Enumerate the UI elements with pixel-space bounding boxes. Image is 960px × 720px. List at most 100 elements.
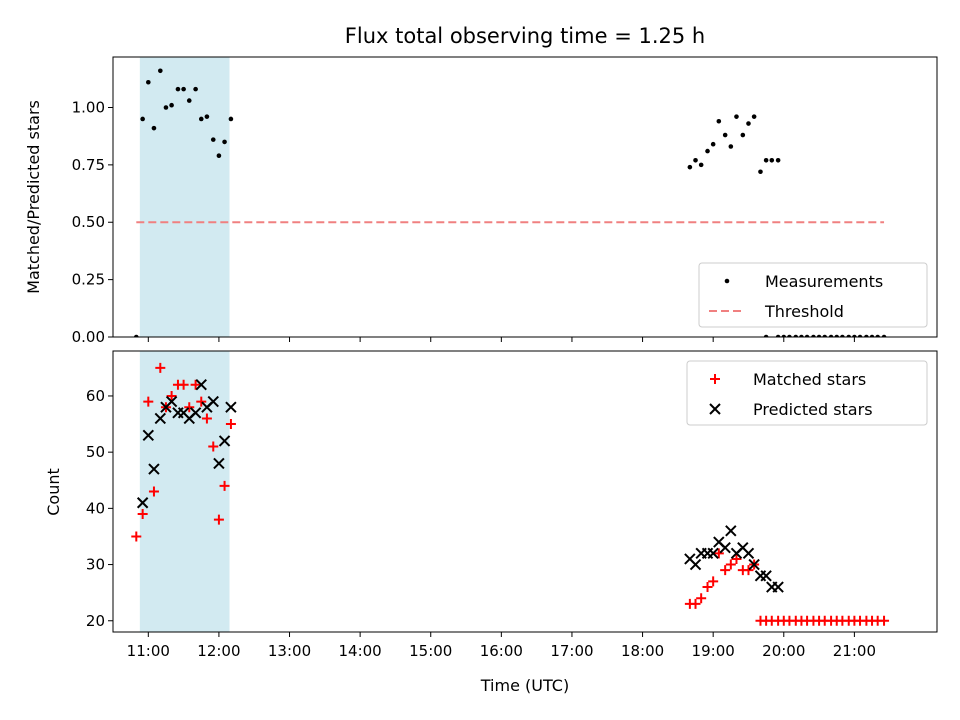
x-tick-label: 19:00 bbox=[692, 642, 735, 660]
measurements-point bbox=[857, 334, 863, 337]
legend-label: Measurements bbox=[765, 272, 883, 291]
observing-window-span bbox=[139, 57, 230, 337]
predicted-stars-point bbox=[148, 463, 160, 475]
predicted-stars-point bbox=[725, 525, 737, 537]
y-tick-label: 30 bbox=[86, 556, 105, 574]
measurements-point bbox=[787, 334, 792, 337]
x-tick-label: 16:00 bbox=[480, 642, 523, 660]
predicted-stars-point bbox=[165, 395, 178, 408]
predicted-stars-point bbox=[213, 457, 225, 470]
x-tick-label: 12:00 bbox=[197, 642, 240, 660]
measurements-point bbox=[193, 86, 198, 92]
matched-stars-point bbox=[690, 598, 701, 609]
y-tick-label: 60 bbox=[86, 387, 105, 405]
measurements-point bbox=[181, 86, 186, 92]
measurements-point bbox=[804, 334, 810, 337]
predicted-stars-point bbox=[218, 435, 231, 447]
predicted-stars-point bbox=[772, 581, 784, 593]
series-layer bbox=[131, 362, 890, 626]
measurements-point bbox=[698, 162, 704, 168]
measurements-point bbox=[775, 334, 781, 337]
measurements-point bbox=[204, 114, 210, 119]
predicted-stars-point bbox=[195, 379, 207, 391]
legend-label: Threshold bbox=[764, 302, 844, 321]
matched-stars-point bbox=[143, 396, 154, 407]
measurements-point bbox=[834, 334, 840, 337]
measurements-point bbox=[852, 334, 857, 337]
measurements-point bbox=[763, 157, 769, 163]
measurements-point bbox=[705, 148, 710, 154]
matched-stars-point bbox=[879, 615, 890, 626]
measurements-point bbox=[869, 334, 875, 337]
measurements-point bbox=[151, 125, 157, 131]
predicted-stars-point bbox=[225, 401, 237, 413]
legend-swatch bbox=[710, 374, 720, 384]
matched-stars-point bbox=[201, 413, 212, 424]
matched-stars-point bbox=[166, 390, 177, 401]
predicted-stars-point bbox=[207, 395, 219, 408]
x-tick-label: 18:00 bbox=[621, 642, 664, 660]
measurements-point bbox=[710, 141, 716, 147]
x-tick-label: 14:00 bbox=[339, 642, 382, 660]
series-layer bbox=[134, 68, 887, 337]
matched-stars-point bbox=[131, 531, 142, 542]
measurements-point bbox=[763, 334, 769, 337]
matched-stars-point bbox=[213, 514, 224, 525]
matched-stars-point bbox=[702, 582, 713, 593]
measurements-point bbox=[881, 334, 887, 337]
measurements-point bbox=[740, 132, 746, 138]
matched-stars-point bbox=[713, 548, 724, 559]
measurements-point bbox=[781, 334, 787, 337]
predicted-stars-point bbox=[760, 570, 772, 582]
legend-box bbox=[698, 262, 928, 328]
x-tick-label: 13:00 bbox=[268, 642, 311, 660]
measurements-point bbox=[146, 79, 151, 85]
measurements-point bbox=[746, 121, 751, 126]
legend-label: Matched stars bbox=[753, 370, 866, 389]
matched-stars-point bbox=[725, 559, 736, 570]
predicted-stars-point bbox=[689, 558, 702, 571]
x-tick-label: 15:00 bbox=[409, 642, 452, 660]
measurements-point bbox=[210, 137, 216, 142]
y-tick-label: 20 bbox=[86, 612, 105, 630]
measurements-point bbox=[811, 334, 816, 337]
y-tick-label: 50 bbox=[86, 443, 105, 461]
x-tick-label: 17:00 bbox=[550, 642, 593, 660]
predicted-stars-point bbox=[142, 429, 155, 442]
matched-stars-point bbox=[178, 379, 189, 390]
legend-swatch bbox=[709, 403, 721, 415]
x-tick-label: 11:00 bbox=[127, 642, 170, 660]
measurements-point bbox=[228, 116, 234, 122]
predicted-stars-point bbox=[707, 547, 719, 560]
measurements-point bbox=[846, 334, 852, 337]
predicted-stars-point bbox=[189, 407, 202, 419]
matched-stars-point bbox=[148, 486, 159, 497]
predicted-stars-point bbox=[742, 547, 755, 560]
matched-stars-point bbox=[196, 396, 207, 407]
measurements-point bbox=[216, 153, 222, 158]
predicted-stars-point bbox=[154, 412, 167, 425]
matched-stars-point bbox=[208, 441, 219, 452]
x-tick-label: 21:00 bbox=[833, 642, 876, 660]
measurements-point bbox=[169, 102, 174, 108]
predicted-stars-point bbox=[748, 558, 760, 571]
measurements-point bbox=[751, 114, 757, 119]
matched-stars-point bbox=[219, 480, 230, 491]
measurements-point bbox=[758, 169, 763, 175]
measurements-point bbox=[728, 144, 734, 149]
measurements-point bbox=[769, 157, 775, 163]
predicted-stars-point bbox=[719, 541, 731, 554]
measurements-point bbox=[816, 334, 822, 337]
legend-box bbox=[686, 360, 928, 426]
matched-stars-point bbox=[155, 362, 166, 373]
bottom-ylabel: Count bbox=[44, 468, 63, 516]
measurements-point bbox=[722, 132, 728, 138]
measurements-point bbox=[875, 334, 880, 337]
matched-stars-point bbox=[696, 593, 707, 604]
matched-stars-point bbox=[184, 402, 195, 413]
measurements-point bbox=[175, 86, 181, 92]
y-tick-label: 40 bbox=[86, 499, 105, 517]
measurements-point bbox=[799, 334, 804, 337]
measurements-point bbox=[775, 157, 781, 163]
measurements-point bbox=[198, 116, 204, 122]
